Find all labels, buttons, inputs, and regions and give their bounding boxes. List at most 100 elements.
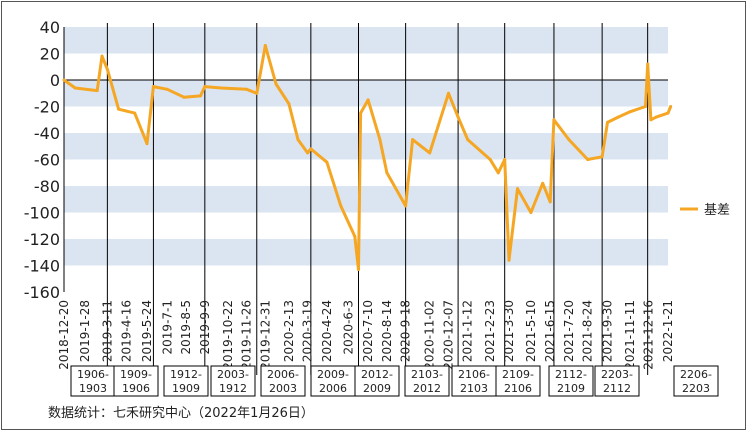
y-tick-label: 40 [40, 18, 60, 37]
x-tick-label: 2019-7-1 [160, 300, 174, 354]
data-point [628, 110, 632, 114]
data-point [353, 234, 357, 238]
legend-label: 基差 [704, 203, 730, 218]
x-tick-label: 2021-3-30 [502, 300, 516, 362]
source-note: 数据统计：七禾研究中心（2022年1月26日） [48, 406, 314, 421]
data-point [548, 200, 552, 204]
data-point [600, 155, 604, 159]
data-point [552, 118, 556, 122]
data-point [666, 111, 670, 115]
contract-box-top: 1912- [170, 368, 202, 381]
data-point [145, 142, 149, 146]
contract-box [451, 365, 497, 397]
y-tick-label: 0 [50, 71, 60, 90]
data-point [654, 115, 658, 119]
contract-box [113, 365, 159, 397]
data-point [616, 115, 620, 119]
contract-box-bottom: 2003 [269, 382, 297, 395]
x-tick-label: 2020-12-07 [441, 300, 455, 370]
data-point [428, 151, 432, 155]
data-point [446, 91, 450, 95]
grid-band [64, 27, 668, 54]
contract-box-bottom: 1909 [172, 382, 200, 395]
contract-box [354, 365, 400, 397]
x-tick-label: 2021-8-24 [581, 300, 595, 362]
data-point [117, 107, 121, 111]
data-point [605, 120, 609, 124]
contract-box [495, 365, 541, 397]
data-point [456, 115, 460, 119]
contract-box [70, 365, 116, 397]
contract-box-bottom: 1903 [79, 382, 107, 395]
contract-box [594, 365, 640, 397]
data-point [306, 151, 310, 155]
y-tick-label: -80 [34, 177, 60, 196]
x-tick-label: 2019-1-28 [78, 300, 92, 362]
x-tick-label: 2019-3-11 [100, 300, 114, 362]
data-point [309, 147, 313, 151]
contract-box-bottom: 2203 [682, 382, 710, 395]
data-point [359, 111, 363, 115]
y-tick-label: -60 [34, 151, 60, 170]
x-tick-label: 2020-8-14 [380, 300, 394, 362]
contract-box [163, 365, 209, 397]
x-tick-label: 2019-11-26 [240, 300, 254, 370]
y-tick-label: -120 [24, 230, 60, 249]
data-point [366, 98, 370, 102]
x-tick-label: 2018-12-20 [57, 300, 71, 370]
data-point [296, 138, 300, 142]
data-point [516, 187, 520, 191]
y-tick-label: -20 [34, 98, 60, 117]
data-point [274, 82, 278, 86]
x-tick-label: 2019-5-24 [140, 300, 154, 362]
x-tick-label: 2021-2-23 [483, 300, 497, 362]
contract-box-bottom: 2012 [413, 382, 441, 395]
data-point [411, 138, 415, 142]
x-tick-label: 2019-12-31 [258, 300, 272, 370]
contract-box-bottom: 2006 [319, 382, 347, 395]
x-tick-label: 2021-6-15 [543, 300, 557, 362]
data-point [385, 171, 389, 175]
data-point [644, 105, 648, 108]
contract-box-bottom: 2112 [603, 382, 631, 395]
x-tick-label: 2019-4-16 [120, 300, 134, 362]
y-tick-label: -40 [34, 124, 60, 143]
contract-box [404, 365, 450, 397]
data-point [255, 91, 259, 95]
y-tick-label: -100 [24, 204, 60, 223]
x-tick-label: 2021-7-20 [562, 300, 576, 362]
data-point [219, 86, 223, 90]
data-point [466, 138, 470, 142]
contract-box-top: 2109- [502, 368, 534, 381]
data-point [529, 211, 533, 214]
y-tick-label: -160 [24, 283, 60, 302]
y-tick-label: 20 [40, 45, 60, 64]
contract-box-top: 2012- [361, 368, 393, 381]
data-point [488, 158, 492, 161]
x-tick-label: 2019-10-22 [221, 300, 235, 370]
x-tick-label: 2019-8-5 [179, 300, 193, 354]
data-point [151, 85, 155, 89]
data-point [646, 62, 650, 66]
contract-box-bottom: 2009 [363, 382, 391, 395]
contract-box-top: 2009- [317, 368, 349, 381]
grid-band [64, 239, 668, 266]
contract-box-bottom: 2106 [504, 382, 532, 395]
x-tick-label: 2020-6-3 [341, 300, 355, 354]
data-point [541, 181, 545, 185]
contract-box-top: 2203- [601, 368, 633, 381]
data-point [165, 87, 169, 91]
contract-box-top: 2206- [680, 368, 712, 381]
contract-box-bottom: 1906 [122, 382, 150, 395]
data-point [404, 204, 408, 208]
data-point [567, 138, 571, 142]
contract-box-top: 2106- [458, 368, 490, 381]
contract-box-top: 1906- [77, 368, 109, 381]
data-point [62, 78, 66, 82]
grid-band [64, 186, 668, 213]
contract-box [673, 365, 719, 397]
data-point [496, 171, 500, 175]
data-point [73, 86, 77, 90]
